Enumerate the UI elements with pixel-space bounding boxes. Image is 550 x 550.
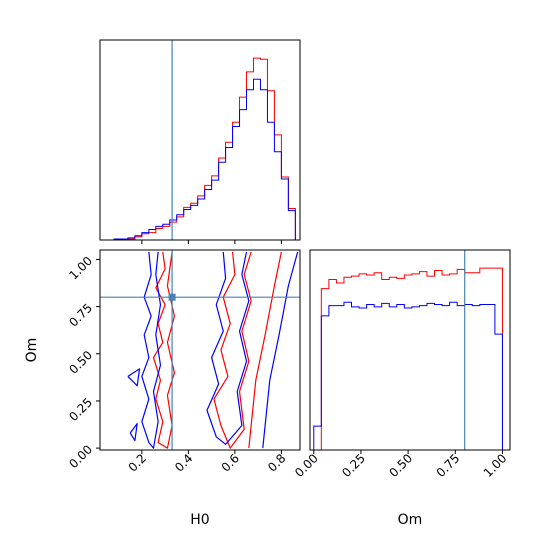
contour-1-3 (206, 251, 250, 445)
h0-marginal-panel (99, 39, 301, 244)
truth-marker (168, 293, 176, 301)
contour-0-2 (248, 251, 282, 449)
contour-0-0 (152, 251, 176, 449)
histogram-series-1 (100, 78, 296, 241)
histogram-series-0 (313, 267, 503, 451)
contour-1-0 (141, 251, 162, 449)
x-tick-label: 0.8 (265, 451, 288, 474)
y-tick-label: 0.75 (66, 301, 95, 330)
y-tick-label: 1.00 (66, 254, 95, 283)
x-tick-label: 0.75 (434, 451, 463, 480)
contour-group (100, 250, 300, 450)
x-tick-label: 0.6 (219, 451, 242, 474)
contour-0-1 (213, 251, 252, 449)
joint-frame (99, 249, 301, 451)
x-tick-label: 0.00 (292, 451, 321, 480)
x-axis-label-om: Om (398, 512, 423, 528)
om-marginal-frame (309, 249, 511, 451)
x-tick-label: 0.4 (172, 451, 195, 474)
h0-om-joint-panel: 0.2 0.4 0.6 0.8 0.00 0.25 0.50 0.75 1.00 H0 Om (24, 249, 301, 528)
histogram-series-0 (100, 57, 296, 241)
histogram-series-1 (313, 301, 503, 450)
contour-1-1 (127, 368, 141, 387)
y-axis-label-om: Om (24, 338, 40, 363)
y-tick-label: 0.25 (66, 395, 95, 424)
y-tick-label: 0.00 (66, 442, 95, 471)
x-tick-label: 0.2 (126, 451, 149, 474)
x-axis-label-h0: H0 (190, 512, 209, 528)
h0-marginal-frame (99, 39, 301, 241)
om-marginal-panel: 0.00 0.25 0.50 0.75 1.00 Om (292, 249, 511, 528)
contour-1-4 (262, 251, 299, 449)
y-tick-label: 0.50 (66, 348, 95, 377)
x-tick-label: 1.00 (481, 451, 510, 480)
contour-1-2 (129, 422, 138, 442)
x-tick-label: 0.25 (339, 451, 368, 480)
x-tick-label: 0.50 (386, 451, 415, 480)
